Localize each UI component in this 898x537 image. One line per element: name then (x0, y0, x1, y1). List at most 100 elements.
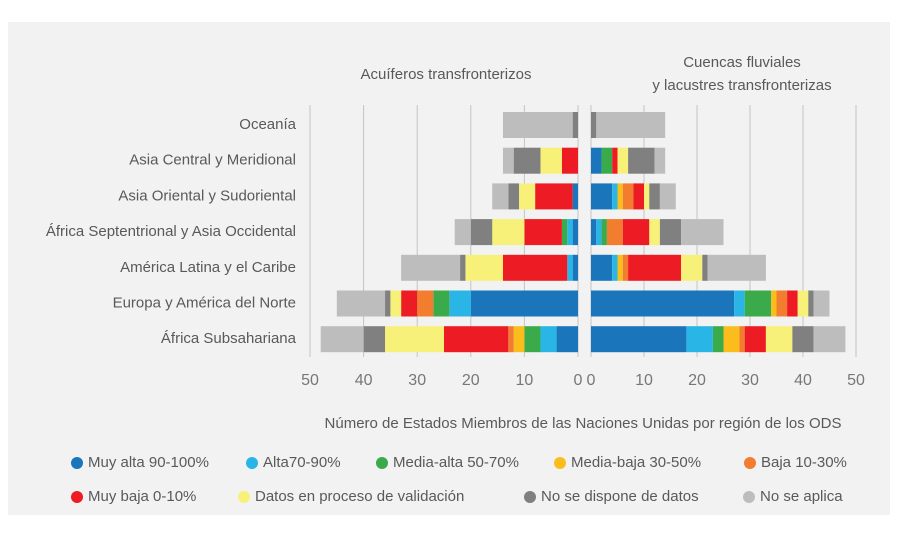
bar-segment (628, 147, 655, 174)
x-tick-label: 20 (688, 372, 706, 389)
x-tick-label: 40 (794, 372, 812, 389)
bar-segment (649, 219, 660, 246)
bar-segment (712, 326, 724, 353)
bar-segment (612, 254, 618, 281)
bar-segment (686, 326, 713, 353)
legend-label: Alta70-90% (263, 454, 341, 471)
x-tick-label: 40 (355, 372, 373, 389)
bar-segment (433, 290, 450, 317)
bar-segment (417, 290, 434, 317)
bar-segment (591, 219, 597, 246)
legend-marker (71, 491, 83, 503)
legend-marker (71, 457, 83, 469)
bar-segment (622, 219, 650, 246)
bar-segment (744, 290, 772, 317)
bar-segment (681, 254, 703, 281)
bar-segment (540, 147, 562, 174)
bar-segment (524, 326, 541, 353)
bar-segment (612, 183, 618, 210)
bar-segment (470, 290, 578, 317)
bar-segment (492, 183, 509, 210)
bar-segment (622, 254, 629, 281)
bar-segment (567, 254, 573, 281)
bar-segment (454, 219, 471, 246)
category-label: Asia Oriental y Sudoriental (118, 187, 296, 204)
bar-segment (787, 290, 798, 317)
category-label: Europa y América del Norte (113, 294, 296, 311)
bar-segment (572, 112, 578, 138)
bar-segment (765, 326, 793, 353)
bar-segment (460, 254, 466, 281)
bar-segment (508, 183, 520, 210)
x-tick-label: 10 (635, 372, 653, 389)
bar-segment (591, 254, 613, 281)
bar-segment (617, 147, 629, 174)
bar-segment (567, 219, 573, 246)
x-tick-label: 20 (462, 372, 480, 389)
bar-segment (390, 290, 402, 317)
bar-segment (363, 326, 386, 353)
bar-segment (644, 183, 650, 210)
bar-segment (572, 183, 578, 210)
bar-segment (734, 290, 745, 317)
x-tick-label: 30 (408, 372, 426, 389)
bar-segment (792, 326, 814, 353)
panel-title: Cuencas fluviales (683, 54, 801, 71)
category-label: África Septentrional y Asia Occidental (46, 223, 296, 240)
bar-segment (659, 219, 682, 246)
panel-title: y lacustres transfronterizas (652, 77, 831, 94)
x-tick-label: 50 (301, 372, 319, 389)
bar-segment (776, 290, 788, 317)
x-tick-label: 30 (741, 372, 759, 389)
x-tick-label: 50 (847, 372, 865, 389)
bar-segment (401, 254, 461, 281)
bar-segment (572, 219, 578, 246)
bar-segment (649, 183, 660, 210)
bar-segment (601, 147, 613, 174)
bar-segment (465, 254, 503, 281)
bar-segment (659, 183, 676, 210)
bar-segment (444, 326, 509, 353)
bar-segment (449, 290, 471, 317)
bar-segment (508, 326, 514, 353)
bar-segment (336, 290, 386, 317)
bar-segment (813, 326, 846, 353)
legend-marker (743, 491, 755, 503)
bar-segment (591, 147, 602, 174)
legend-marker (376, 457, 388, 469)
legend-marker (246, 457, 258, 469)
bar-segment (513, 147, 541, 174)
bar-segment (702, 254, 708, 281)
bar-segment (813, 290, 830, 317)
bar-segment (654, 147, 666, 174)
bar-segment (470, 219, 493, 246)
bar-segment (591, 112, 597, 138)
legend-label: Muy alta 90-100% (88, 454, 209, 471)
bar-segment (535, 183, 573, 210)
bar-segment (596, 219, 602, 246)
x-tick-label: 0 (574, 372, 583, 389)
bar-segment (591, 183, 613, 210)
bar-segment (401, 290, 418, 317)
axis-label: Número de Estados Miembros de las Nacion… (325, 415, 842, 432)
legend-label: Media-baja 30-50% (571, 454, 701, 471)
legend-label: Baja 10-30% (761, 454, 847, 471)
bar-segment (723, 326, 740, 353)
panel-title: Acuíferos transfronterizos (361, 66, 532, 83)
bar-segment (513, 326, 525, 353)
legend-label: Datos en proceso de validación (255, 488, 464, 505)
bar-segment (596, 112, 666, 138)
bar-segment (385, 290, 391, 317)
category-label: América Latina y el Caribe (120, 259, 296, 276)
category-label: África Subsahariana (161, 330, 297, 347)
bar-segment (385, 326, 444, 353)
bar-segment (622, 183, 634, 210)
x-tick-label: 0 (587, 372, 596, 389)
bar-segment (502, 112, 573, 138)
legend-marker (238, 491, 250, 503)
bar-segment (617, 254, 623, 281)
bar-segment (628, 254, 682, 281)
bar-segment (556, 326, 578, 353)
bar-segment (540, 326, 557, 353)
